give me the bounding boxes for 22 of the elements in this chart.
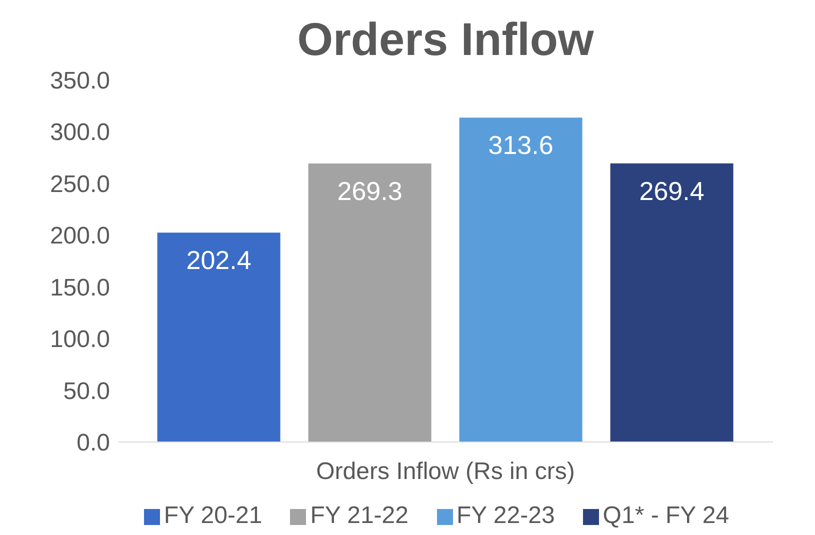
- bar: [157, 232, 280, 442]
- legend-label: FY 21-22: [310, 502, 408, 529]
- data-label: 313.6: [488, 130, 554, 160]
- y-tick-label: 150.0: [50, 274, 110, 302]
- chart-title: Orders Inflow: [297, 13, 594, 65]
- legend-label: FY 20-21: [164, 502, 262, 529]
- y-tick-label: 300.0: [50, 119, 110, 146]
- y-tick-label: 250.0: [50, 170, 110, 198]
- y-tick-label: 200.0: [50, 222, 110, 250]
- data-label: 269.3: [337, 176, 402, 206]
- bar: [308, 163, 432, 442]
- bar: [610, 163, 734, 442]
- y-tick-label: 100.0: [50, 326, 110, 354]
- bar: [459, 118, 582, 442]
- x-tick-label: Orders Inflow (Rs in crs): [316, 458, 575, 486]
- legend-label: FY 22-23: [456, 502, 555, 529]
- data-label: 202.4: [186, 245, 252, 276]
- legend-label: Q1* - FY 24: [602, 502, 730, 529]
- y-tick-label: 50.0: [63, 378, 110, 405]
- data-label: 269.4: [639, 176, 704, 206]
- y-tick-label: 350.0: [50, 68, 110, 95]
- y-tick-label: 0.0: [76, 430, 110, 457]
